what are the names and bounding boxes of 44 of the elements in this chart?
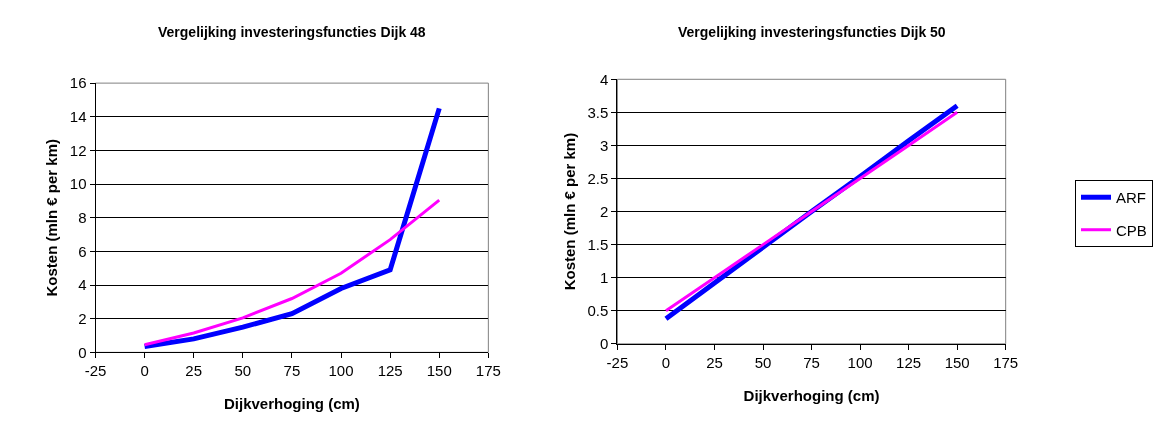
- x-axis-title: Dijkverhoging (cm): [743, 386, 880, 404]
- x-tick-label: 50: [754, 353, 772, 371]
- x-tick-label: 150: [426, 362, 452, 380]
- x-tick-label: 25: [706, 353, 723, 371]
- y-tick-label: 6: [78, 242, 87, 260]
- y-tick-label: 14: [69, 108, 87, 126]
- x-tick-label: 75: [803, 353, 820, 371]
- y-tick-label: 2: [600, 202, 609, 220]
- x-tick-label: 125: [377, 362, 403, 380]
- y-tick-label: 3.5: [587, 103, 609, 121]
- x-tick-label: 100: [847, 353, 873, 371]
- y-axis-title: Kosten (mln € per km): [560, 132, 578, 291]
- y-tick-label: 3: [600, 136, 609, 154]
- chart-title: Vergelijking investeringsfuncties Dijk 50: [678, 24, 946, 40]
- x-tick-label: 25: [185, 362, 203, 380]
- x-tick-label: 0: [661, 353, 671, 371]
- x-tick-label: -25: [84, 362, 107, 380]
- x-axis-title: Dijkverhoging (cm): [224, 395, 360, 413]
- x-tick-label: 150: [944, 353, 970, 371]
- y-tick-label: 0: [600, 335, 609, 353]
- x-tick-label: 175: [475, 362, 501, 380]
- line-series: [143, 198, 441, 347]
- y-tick-label: 16: [69, 74, 87, 92]
- y-tick-label: 10: [69, 175, 87, 193]
- y-tick-label: 2: [78, 309, 87, 327]
- y-tick-label: 4: [78, 276, 87, 294]
- y-tick-label: 4: [600, 70, 609, 88]
- x-tick-label: 175: [993, 353, 1019, 371]
- x-tick-label: 100: [328, 362, 354, 380]
- y-axis-title: Kosten (mln € per km): [43, 138, 61, 297]
- y-tick-label: 0.5: [587, 302, 609, 320]
- y-tick-label: 1.5: [587, 235, 609, 253]
- y-tick-label: 2.5: [587, 169, 609, 187]
- y-tick-label: 1: [600, 268, 609, 286]
- x-tick-label: 125: [896, 353, 922, 371]
- x-tick-label: -25: [606, 353, 629, 371]
- y-tick-label: 12: [69, 141, 87, 159]
- legend-label: CPB: [1116, 221, 1147, 239]
- x-tick-label: 50: [234, 362, 252, 380]
- x-tick-label: 75: [283, 362, 301, 380]
- legend-label: ARF: [1116, 189, 1146, 207]
- chart-title: Vergelijking investeringsfuncties Dijk 48: [158, 24, 426, 40]
- x-tick-label: 0: [140, 362, 149, 380]
- y-tick-label: 8: [78, 208, 87, 226]
